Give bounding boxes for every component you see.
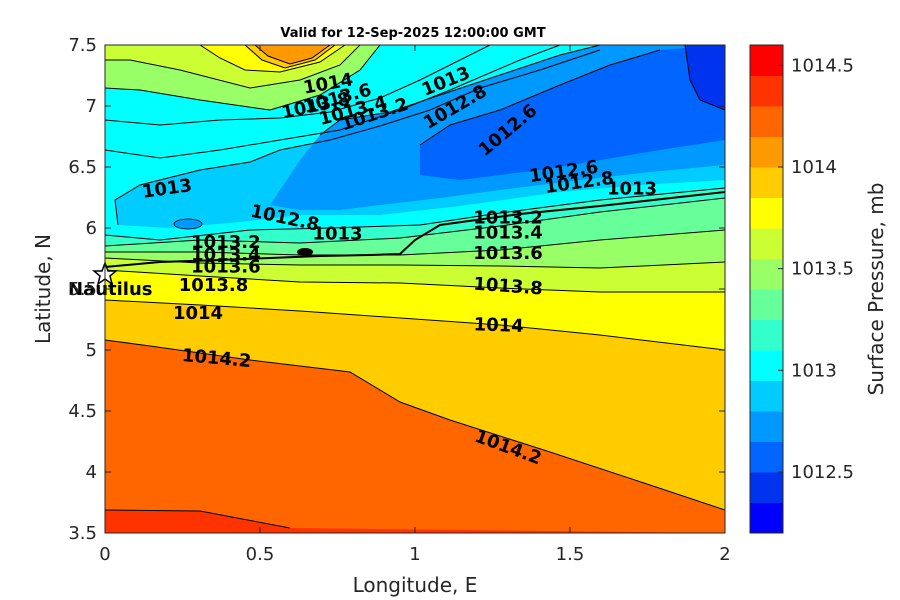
y-tick-label: 6.5 xyxy=(68,157,97,178)
y-tick-label: 5 xyxy=(86,340,97,361)
colorbar-tick-label: 1013 xyxy=(791,360,837,381)
colorbar-swatch xyxy=(750,411,783,442)
colorbar-swatch xyxy=(750,289,783,320)
contour-label: 1013.2 xyxy=(473,208,542,229)
x-tick-label: 1.5 xyxy=(556,544,585,565)
plot-area xyxy=(105,45,725,533)
y-axis-ticks: 3.5 4 4.5 5 5.5 6 6.5 7 7.5 xyxy=(68,35,725,544)
colorbar-swatch xyxy=(750,197,783,229)
x-tick-label: 2 xyxy=(719,544,730,565)
colorbar-swatch xyxy=(750,380,783,412)
colorbar-swatch xyxy=(750,350,783,381)
x-tick-label: 0.5 xyxy=(246,544,275,565)
x-axis-ticks: 0 0.5 1 1.5 2 xyxy=(99,45,731,565)
colorbar-swatch xyxy=(750,472,783,503)
coastline xyxy=(105,191,725,268)
x-axis-label: Longitude, E xyxy=(353,573,478,597)
band-north-1014-2 xyxy=(255,45,330,64)
y-tick-label: 4 xyxy=(86,462,97,483)
colorbar-label: Surface Pressure, mb xyxy=(864,183,888,396)
y-axis-label: Latitude, N xyxy=(31,234,55,344)
contour-label: 1013 xyxy=(607,178,657,199)
y-tick-label: 5.5 xyxy=(68,279,97,300)
contour-label: 1013.8 xyxy=(179,275,248,296)
colorbar-tick-label: 1012.5 xyxy=(791,462,854,483)
colorbar-swatch xyxy=(750,228,783,259)
y-tick-label: 7 xyxy=(86,96,97,117)
contour-label: 1013.6 xyxy=(191,257,260,278)
contour-label: 1013.6 xyxy=(473,243,542,264)
contour-label: 1014 xyxy=(173,303,223,324)
colorbar-tick-label: 1014.5 xyxy=(791,55,854,76)
colorbar-tick-label: 1013.5 xyxy=(791,259,854,280)
colorbar-border xyxy=(749,44,784,534)
colorbar-swatch xyxy=(750,502,783,534)
y-tick-label: 3.5 xyxy=(68,523,97,544)
colorbar-swatch xyxy=(750,45,783,76)
closed-contour-center xyxy=(297,248,313,256)
colorbar-swatch xyxy=(750,106,783,137)
colorbar-swatch xyxy=(750,258,783,290)
contour-label: 1013.2 xyxy=(191,232,260,253)
contour-label: 1013.4 xyxy=(191,244,260,265)
closed-contour-west xyxy=(173,218,203,230)
band-1012-2 xyxy=(420,45,725,180)
colorbar-tick-label: 1014 xyxy=(791,157,837,178)
x-tick-label: 1 xyxy=(409,544,420,565)
colorbar-swatch xyxy=(750,75,783,107)
y-tick-label: 4.5 xyxy=(68,401,97,422)
band-1012-0 xyxy=(685,45,725,110)
colorbar-swatch xyxy=(750,441,783,473)
contour-label: 1013 xyxy=(312,224,362,245)
colorbar-swatch xyxy=(750,136,783,168)
y-tick-label: 7.5 xyxy=(68,35,97,56)
colorbar-swatch xyxy=(750,319,783,351)
colorbar: 1012.5 1013 1013.5 1014 1014.5 xyxy=(749,44,854,534)
contour-label: 1013.4 xyxy=(473,222,542,243)
contour-label: 1014 xyxy=(473,314,524,337)
x-tick-label: 0 xyxy=(99,544,110,565)
colorbar-swatch xyxy=(750,167,783,198)
chart-title: Valid for 12-Sep-2025 12:00:00 GMT xyxy=(280,26,545,41)
contour-label: 1013.8 xyxy=(473,274,544,300)
y-tick-label: 6 xyxy=(86,218,97,239)
